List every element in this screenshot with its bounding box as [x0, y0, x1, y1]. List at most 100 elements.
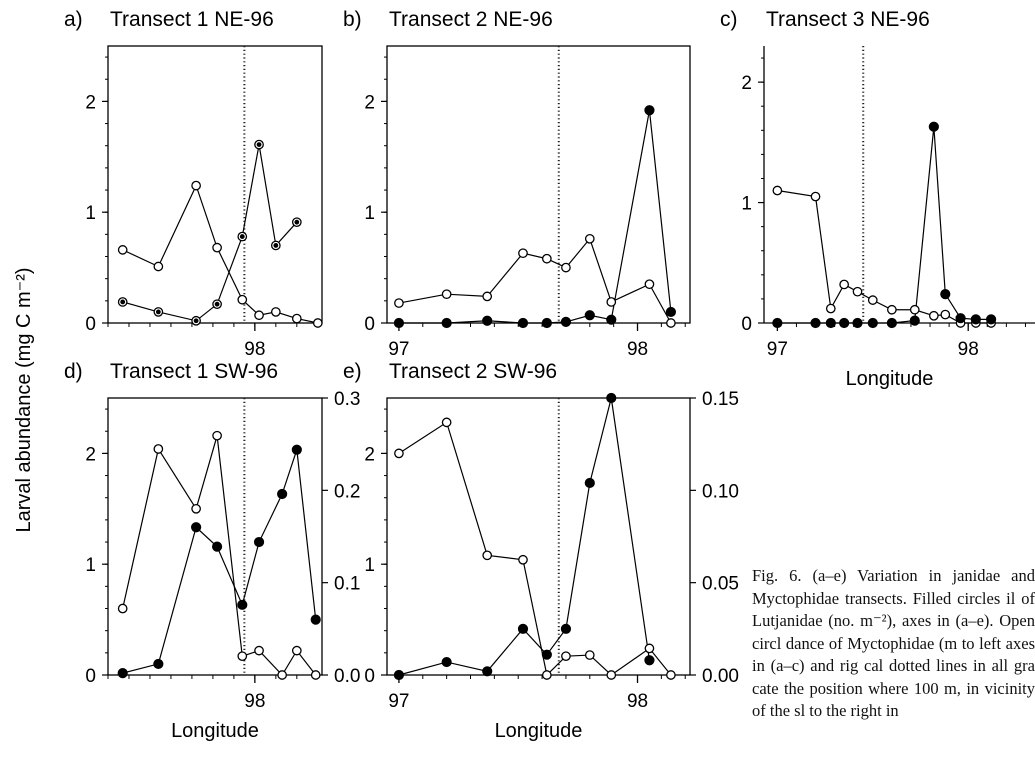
open-marker [561, 651, 571, 662]
open-marker [117, 603, 128, 614]
open-marker [940, 309, 951, 320]
filled-marker-dot [239, 234, 245, 239]
open-marker [825, 303, 836, 314]
filled-marker [839, 317, 850, 329]
filled-marker [153, 658, 164, 670]
x-tick-label: 97 [388, 691, 409, 712]
y2-tick-label: 0.15 [702, 389, 739, 410]
panel-label: a) [64, 8, 83, 31]
y-tick-label: 2 [741, 73, 752, 94]
filled-marker [772, 317, 783, 329]
filled-marker-dot [256, 142, 262, 148]
open-marker [291, 313, 302, 324]
open-marker [312, 318, 323, 328]
y-tick-label: 1 [741, 194, 752, 215]
y-tick-label: 1 [364, 203, 375, 224]
y-tick-label: 0 [364, 666, 375, 687]
y-tick-label: 0 [364, 314, 375, 335]
open-marker [441, 417, 452, 428]
y-tick-label: 0 [85, 314, 96, 335]
filled-marker [482, 315, 493, 326]
x-tick-label: 98 [627, 691, 648, 712]
y-tick-label: 2 [85, 444, 96, 465]
open-marker [394, 448, 404, 459]
open-marker [518, 554, 528, 565]
series-line-open [398, 421, 672, 677]
series-line-open [398, 237, 672, 324]
y-tick-label: 0 [741, 314, 752, 335]
panel-title: Transect 2 NE-96 [389, 8, 553, 31]
open-marker [237, 651, 248, 662]
open-marker [644, 279, 655, 290]
open-marker [291, 645, 302, 656]
filled-marker [909, 315, 920, 326]
filled-marker [310, 614, 321, 625]
filled-marker [644, 655, 655, 666]
open-marker [929, 310, 939, 321]
open-marker [482, 550, 493, 561]
x-tick-label: 97 [388, 339, 409, 360]
y2-tick-label: 0.1 [334, 574, 360, 595]
y-tick-label: 2 [364, 444, 375, 465]
panel-label: b) [343, 8, 362, 31]
open-marker [852, 286, 863, 297]
open-marker [839, 279, 850, 290]
series-line-filled [398, 110, 672, 324]
x-axis-label: Longitude [171, 720, 259, 742]
open-marker [270, 307, 281, 317]
panel-label: e) [343, 360, 362, 383]
open-marker [191, 180, 201, 191]
x-tick-label: 98 [958, 339, 979, 360]
open-marker [310, 670, 321, 680]
filled-marker [825, 317, 836, 329]
filled-marker [867, 317, 878, 329]
filled-marker [482, 666, 493, 677]
open-marker [254, 645, 264, 656]
filled-marker-dot [193, 318, 199, 324]
filled-marker [291, 444, 302, 455]
filled-marker [940, 288, 951, 300]
x-axis-label: Longitude [495, 720, 583, 742]
open-marker [254, 310, 264, 321]
open-marker [153, 261, 164, 272]
y-tick-label: 1 [85, 203, 96, 224]
filled-marker [393, 669, 405, 681]
panel-label: d) [64, 360, 83, 383]
filled-marker [584, 477, 595, 489]
filled-marker [237, 599, 248, 610]
filled-marker-dot [273, 243, 279, 248]
chart-panel-d: d) Transect 1 SW-96 0 1 2 0.0 0.1 0.2 0.3 98 Longi… [64, 360, 360, 742]
series-line-filled [777, 126, 992, 324]
open-marker [153, 444, 164, 454]
open-marker [644, 643, 655, 654]
y2-tick-label: 0.0 [334, 666, 360, 687]
open-marker [666, 318, 676, 328]
x-tick-label: 97 [767, 339, 788, 360]
open-marker [117, 245, 128, 255]
panel-title: Transect 1 NE-96 [110, 8, 274, 31]
y2-tick-label: 0.05 [702, 574, 739, 595]
filled-marker [117, 668, 128, 679]
filled-marker [517, 623, 529, 634]
filled-marker [211, 541, 223, 552]
open-marker [772, 185, 783, 196]
open-marker [909, 304, 920, 315]
y2-tick-label: 0.2 [334, 481, 360, 502]
filled-marker [393, 317, 405, 329]
filled-marker [560, 316, 572, 327]
filled-marker [441, 317, 452, 329]
open-marker [482, 291, 493, 302]
panel-title: Transect 2 SW-96 [389, 360, 557, 383]
filled-marker [584, 310, 595, 321]
filled-marker [970, 314, 981, 325]
open-marker [394, 298, 404, 308]
plot-frame [386, 397, 691, 676]
filled-marker [986, 314, 997, 325]
filled-marker-dot [155, 309, 161, 315]
open-marker [542, 253, 552, 264]
caption-text: Fig. 6. (a–e) Variation in janidae and M… [752, 566, 1035, 720]
x-tick-label: 98 [244, 339, 265, 360]
series-line-filled [122, 449, 317, 674]
open-marker [237, 294, 248, 305]
series-line-open [777, 189, 992, 324]
